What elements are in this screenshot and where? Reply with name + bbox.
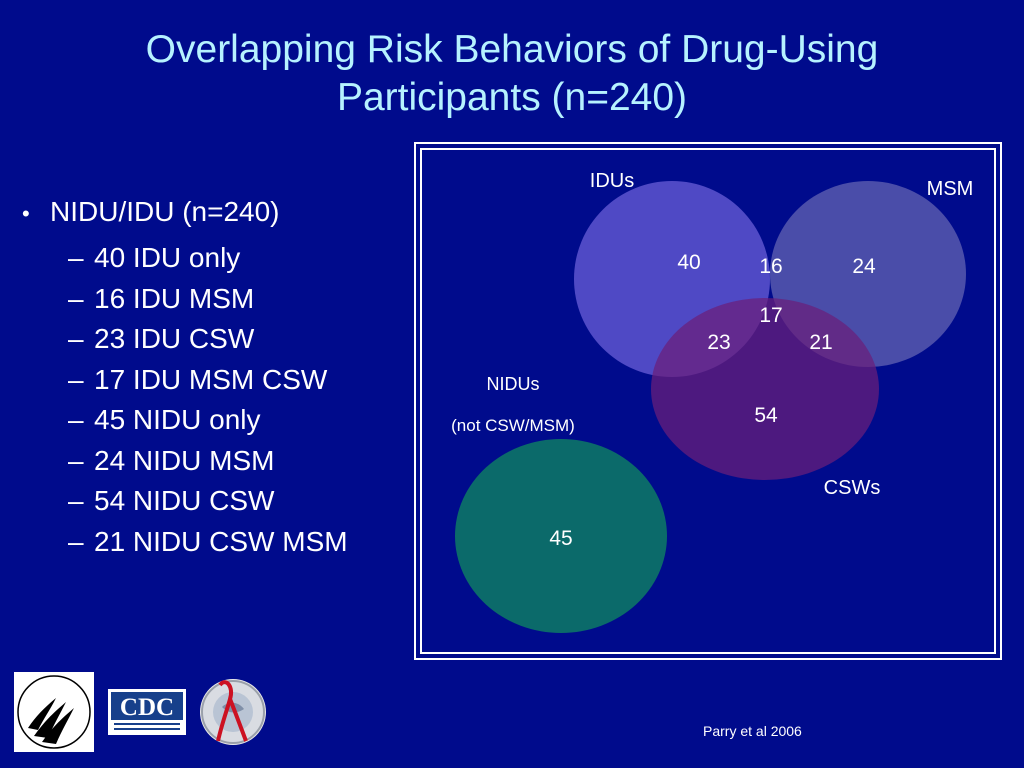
venn-value-nidu-only: 45 <box>549 527 572 550</box>
sub-bullet-list: –40 IDU only –16 IDU MSM –23 IDU CSW –17… <box>22 242 348 566</box>
citation-text: Parry et al 2006 <box>703 723 802 739</box>
dash-icon: – <box>68 485 84 516</box>
venn-value-idu-csw: 23 <box>707 331 730 354</box>
venn-label-msm: MSM <box>927 178 974 200</box>
sub-bullet-text: 24 NIDU MSM <box>94 444 275 476</box>
venn-circle-csws <box>651 298 879 480</box>
bullet-main-item: • NIDU/IDU (n=240) <box>22 196 348 242</box>
dash-icon: – <box>68 242 84 273</box>
sub-bullet-text: 40 IDU only <box>94 242 241 273</box>
slide-title-line-1: Overlapping Risk Behaviors of Drug-Using <box>145 28 879 71</box>
slide-title: Overlapping Risk Behaviors of Drug-Using… <box>60 26 964 122</box>
sub-bullet-item: –54 NIDU CSW <box>22 485 348 526</box>
sub-bullet-text: 23 IDU CSW <box>94 323 255 354</box>
sub-bullet-item: –45 NIDU only <box>22 404 348 445</box>
dash-icon: – <box>68 404 84 435</box>
sub-bullet-item: –21 NIDU CSW MSM <box>22 526 348 567</box>
dash-icon: – <box>68 323 84 354</box>
sub-bullet-text: 45 NIDU only <box>94 404 261 435</box>
sub-bullet-text: 16 IDU MSM <box>94 282 255 314</box>
footer-logos: CDC <box>14 672 266 752</box>
cdc-logo-text: CDC <box>120 694 174 720</box>
venn-label-idus: IDUs <box>590 170 634 192</box>
venn-value-msm-only: 24 <box>852 255 876 278</box>
sub-bullet-text: 21 NIDU CSW MSM <box>94 525 348 557</box>
bullet-main-text: NIDU/IDU (n=240) <box>50 196 280 227</box>
venn-value-idu-msm: 16 <box>759 255 782 278</box>
slide-title-line-2: Participants (n=240) <box>336 76 688 119</box>
venn-label-csws: CSWs <box>824 477 881 499</box>
cdc-logo-subtext-lines <box>114 723 180 725</box>
cdc-logo-box: CDC <box>111 692 183 721</box>
sub-bullet-text: 54 NIDU CSW <box>94 485 275 516</box>
sub-bullet-item: –24 NIDU MSM <box>22 445 348 486</box>
venn-diagram: IDUs MSM CSWs NIDUs (not CSW/MSM) 40 16 … <box>451 170 974 633</box>
dash-icon: – <box>68 282 84 314</box>
sub-bullet-item: –40 IDU only <box>22 242 348 283</box>
cdc-logo: CDC <box>108 689 186 735</box>
venn-label-nidus: NIDUs <box>487 374 540 394</box>
venn-value-csw-only: 54 <box>754 404 778 427</box>
dash-icon: – <box>68 444 84 476</box>
bullet-dot-icon: • <box>22 201 30 226</box>
venn-label-nidus-sub: (not CSW/MSM) <box>451 416 575 435</box>
bullet-list: • NIDU/IDU (n=240) –40 IDU only –16 IDU … <box>22 196 348 566</box>
sub-bullet-item: –16 IDU MSM <box>22 283 348 324</box>
sub-bullet-text: 17 IDU MSM CSW <box>94 363 328 395</box>
sub-bullet-item: –23 IDU CSW <box>22 323 348 364</box>
dash-icon: – <box>68 363 84 395</box>
venn-value-idu-only: 40 <box>677 251 700 274</box>
dash-icon: – <box>68 525 84 557</box>
venn-value-idu-msm-csw: 17 <box>759 304 782 327</box>
venn-diagram-frame: IDUs MSM CSWs NIDUs (not CSW/MSM) 40 16 … <box>414 142 1002 660</box>
hhs-seal-icon <box>14 672 94 752</box>
sub-bullet-item: –17 IDU MSM CSW <box>22 364 348 405</box>
venn-circle-nidus <box>455 439 667 633</box>
venn-diagram-inner-border <box>420 148 996 654</box>
venn-value-msm-csw: 21 <box>809 331 832 354</box>
aids-ribbon-seal-icon <box>200 679 266 745</box>
